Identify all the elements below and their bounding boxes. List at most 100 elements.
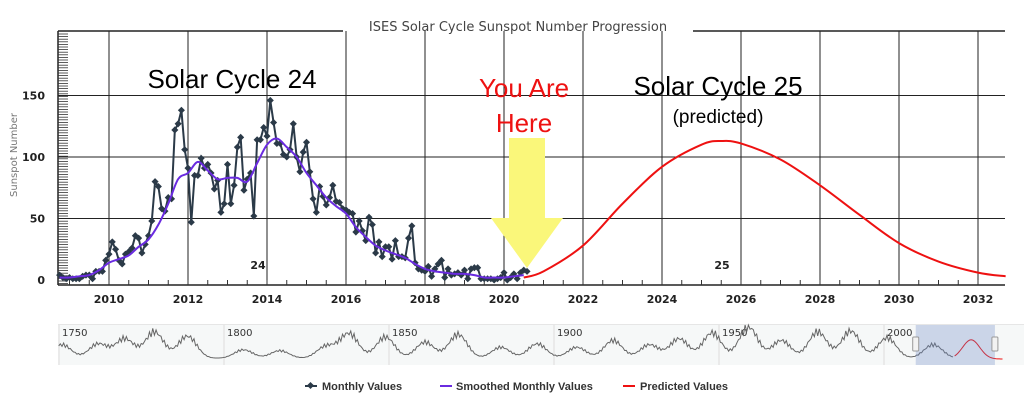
monthly-point [237, 133, 245, 141]
x-tick-label: 2012 [173, 293, 204, 306]
legend-smoothed-label: Smoothed Monthly Values [456, 381, 593, 393]
monthly-point [388, 255, 396, 263]
monthly-point [428, 272, 436, 280]
monthly-point [365, 213, 373, 221]
navigator-tick-label: 1950 [722, 328, 747, 339]
monthly-point [283, 153, 291, 161]
monthly-point [424, 262, 432, 271]
monthly-point [181, 146, 189, 154]
monthly-point [197, 154, 205, 162]
monthly-point [437, 256, 445, 264]
monthly-point [444, 265, 452, 273]
monthly-point [299, 148, 307, 156]
y-axis-label: Sunspot Number [9, 112, 20, 197]
monthly-point [322, 201, 330, 209]
cycle24-title: Solar Cycle 24 [147, 64, 316, 94]
monthly-point [227, 200, 235, 208]
monthly-point [355, 217, 363, 225]
you-are-here-line2: Here [496, 108, 552, 138]
you-are-here-arrow [491, 138, 563, 268]
monthly-point [217, 208, 225, 216]
monthly-point [220, 200, 228, 208]
navigator-tick-label: 1850 [392, 328, 417, 339]
navigator-handle[interactable] [912, 336, 920, 352]
monthly-point [378, 253, 386, 261]
monthly-point [210, 185, 218, 193]
monthly-point [302, 138, 311, 146]
monthly-point [154, 182, 162, 191]
y-tick-label: 100 [22, 151, 45, 164]
x-tick-label: 2014 [252, 293, 283, 306]
legend-item-smoothed[interactable]: Smoothed Monthly Values [440, 381, 593, 393]
y-tick-label: 150 [22, 90, 45, 103]
you-are-here-line1: You Are [479, 73, 569, 103]
monthly-point [270, 119, 278, 127]
smoothed-values-line [59, 137, 524, 279]
navigator-tick-label: 1900 [557, 328, 582, 339]
monthly-point [474, 264, 482, 272]
x-tick-label: 2026 [726, 293, 757, 306]
y-tick-label: 50 [30, 213, 46, 226]
monthly-point [171, 126, 179, 134]
monthly-point [187, 218, 195, 226]
monthly-point [312, 208, 320, 216]
y-tick-label: 0 [37, 274, 45, 287]
monthly-point [108, 238, 116, 246]
chart-title: ISES Solar Cycle Sunspot Number Progress… [369, 20, 667, 35]
monthly-point [151, 178, 159, 186]
monthly-point [194, 171, 202, 179]
monthly-point [329, 181, 337, 189]
monthly-point [135, 234, 143, 242]
monthly-point [102, 256, 110, 264]
monthly-point [89, 275, 97, 283]
cycle24-label: 24 [250, 259, 266, 272]
monthly-point [349, 210, 357, 218]
monthly-point [385, 243, 393, 251]
legend-monthly-label: Monthly Values [322, 381, 402, 393]
x-tick-label: 2016 [331, 293, 362, 306]
legend-item-monthly[interactable]: Monthly Values [305, 381, 402, 393]
monthly-point [266, 96, 274, 104]
predicted-values-line [523, 139, 1006, 279]
navigator-tick-label: 2000 [887, 328, 912, 339]
navigator-tick-label: 1800 [227, 328, 252, 339]
monthly-point [138, 249, 146, 257]
monthly-point [523, 267, 531, 275]
monthly-point [368, 221, 376, 229]
cycle25-title: Solar Cycle 25 [633, 71, 802, 101]
x-tick-label: 2018 [410, 293, 441, 306]
monthly-point [391, 237, 399, 245]
x-tick-label: 2010 [94, 293, 125, 306]
navigator-predicted-line [954, 339, 1003, 360]
monthly-point [128, 244, 136, 252]
legend-predicted-label: Predicted Values [640, 381, 728, 393]
monthly-point [441, 274, 449, 282]
x-tick-label: 2024 [647, 293, 678, 306]
monthly-point [309, 195, 317, 203]
monthly-point [105, 250, 113, 258]
x-tick-label: 2028 [805, 293, 836, 306]
monthly-point [289, 120, 297, 128]
monthly-point [223, 160, 232, 168]
monthly-point [460, 266, 469, 274]
monthly-point [230, 181, 238, 189]
monthly-point [148, 217, 156, 225]
monthly-point [256, 136, 264, 144]
x-tick-label: 2022 [568, 293, 599, 306]
monthly-point [372, 249, 380, 257]
monthly-point [112, 245, 120, 253]
navigator-tick-label: 1750 [62, 328, 87, 339]
monthly-point [118, 260, 126, 268]
monthly-point [240, 186, 248, 194]
navigator[interactable]: 1750 1800 1850 1900 1950 2000 [58, 323, 1024, 365]
monthly-point [177, 106, 185, 114]
monthly-point [296, 168, 304, 176]
legend-item-predicted[interactable]: Predicted Values [623, 381, 728, 393]
navigator-selection [915, 325, 995, 365]
monthly-point [250, 212, 258, 220]
x-tick-label: 2020 [489, 293, 520, 306]
navigator-handle[interactable] [991, 336, 999, 352]
monthly-point [335, 198, 343, 207]
